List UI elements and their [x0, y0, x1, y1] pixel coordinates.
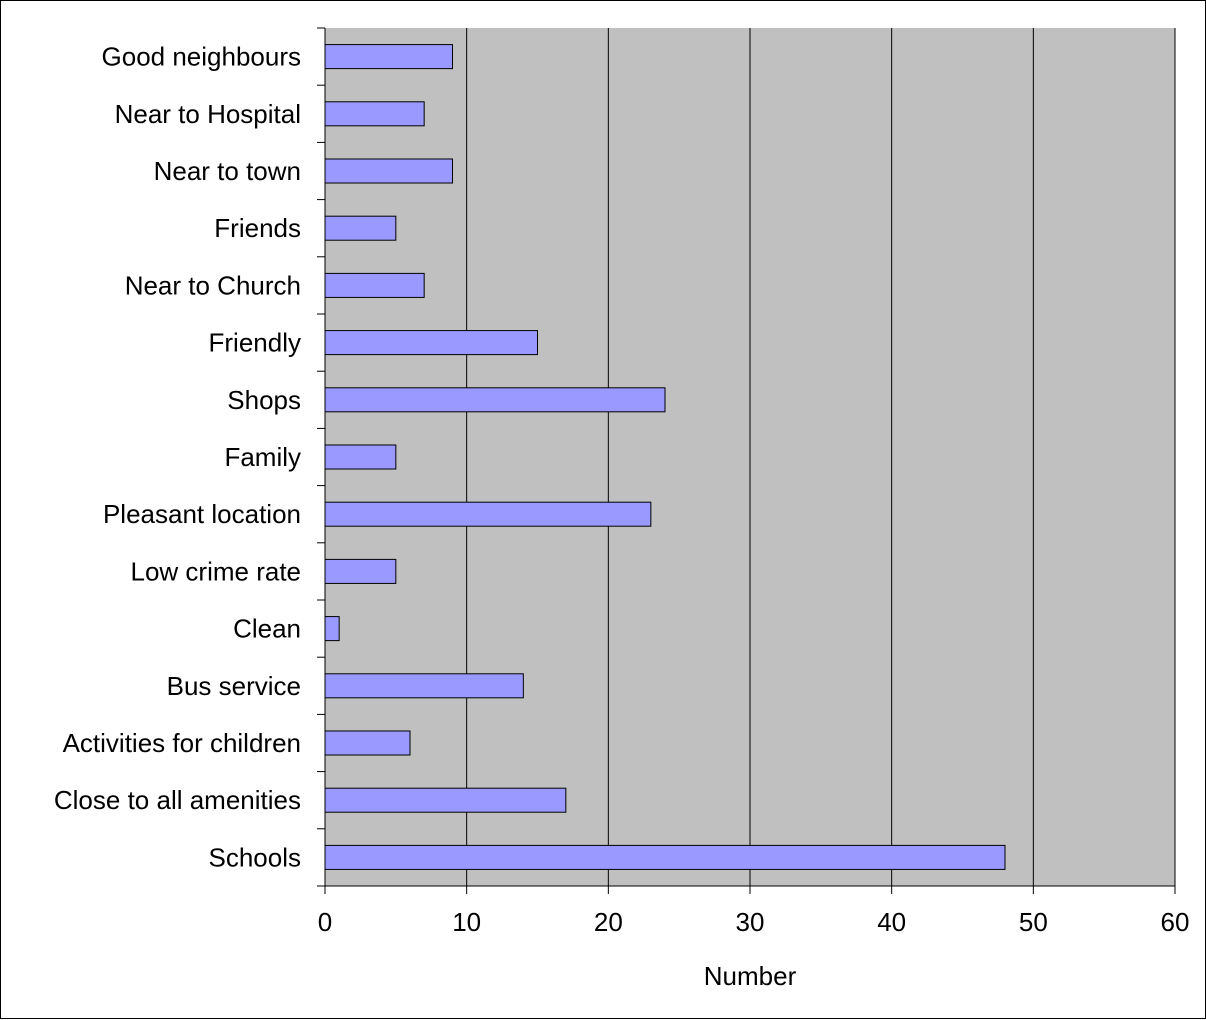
category-label: Low crime rate	[131, 556, 302, 586]
category-label: Pleasant location	[103, 499, 301, 529]
category-label: Schools	[209, 842, 302, 872]
bar	[324, 673, 524, 699]
category-labels: Good neighbours Near to Hospital Near to t…	[54, 42, 301, 873]
bar	[324, 844, 1006, 870]
category-label: Shops	[227, 385, 301, 415]
category-label: Near to Hospital	[115, 99, 301, 129]
x-tick-label: 40	[877, 907, 906, 937]
bar	[324, 444, 397, 470]
category-label: Bus service	[167, 671, 301, 701]
bar-series	[324, 44, 1006, 870]
category-label: Near to town	[154, 156, 301, 186]
x-tick-label: 10	[452, 907, 481, 937]
bar	[324, 215, 397, 241]
category-label: Good neighbours	[102, 42, 301, 72]
x-tick-label: 50	[1019, 907, 1048, 937]
category-label: Close to all amenities	[54, 785, 301, 815]
bar	[324, 330, 538, 356]
bar	[324, 44, 453, 70]
x-tick-label: 20	[594, 907, 623, 937]
bar	[324, 501, 652, 527]
category-label: Clean	[233, 614, 301, 644]
bar	[324, 101, 425, 127]
bar	[324, 616, 340, 642]
x-axis-title: Number	[704, 961, 797, 991]
gridlines	[466, 28, 1176, 886]
bar	[324, 272, 425, 298]
category-label: Activities for children	[63, 728, 301, 758]
bar	[324, 558, 397, 584]
bar	[324, 730, 411, 756]
axes	[317, 27, 1176, 894]
category-label: Family	[224, 442, 301, 472]
x-tick-label: 30	[736, 907, 765, 937]
category-label: Near to Church	[125, 270, 301, 300]
x-tick-labels: 0 10 20 30 40 50 60	[318, 907, 1190, 937]
x-tick-label: 60	[1161, 907, 1190, 937]
x-tick-label: 0	[318, 907, 332, 937]
category-label: Friends	[214, 213, 301, 243]
bar	[324, 787, 567, 813]
bar	[324, 158, 453, 184]
bar	[324, 387, 666, 413]
category-label: Friendly	[209, 328, 301, 358]
